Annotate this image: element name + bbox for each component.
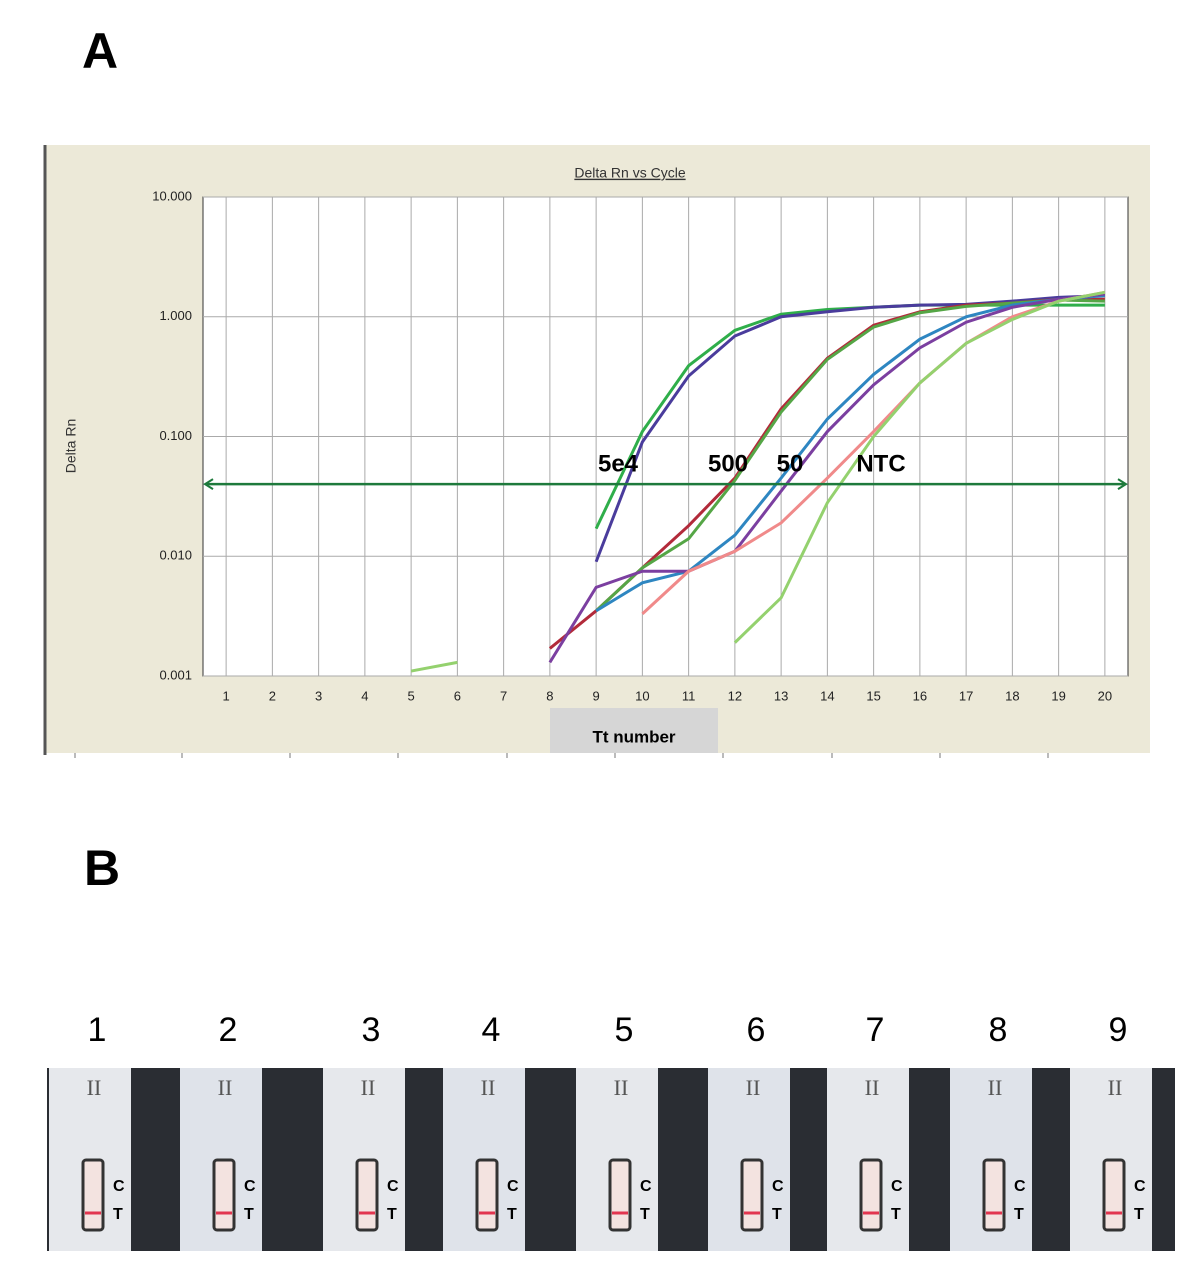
x-tick-label: 3 <box>315 688 322 703</box>
x-tick-label: 14 <box>820 688 834 703</box>
strip-window <box>608 1158 632 1232</box>
strip-c: C <box>640 1178 652 1195</box>
strip-t: T <box>244 1206 254 1223</box>
strip-mark: II <box>614 1075 629 1100</box>
y-tick-label: 0.100 <box>159 428 192 443</box>
series-line <box>641 290 1106 616</box>
x-tick-label: 8 <box>546 688 553 703</box>
strip-window <box>740 1158 764 1232</box>
strip-c: C <box>113 1178 125 1195</box>
strip-mark: II <box>481 1075 496 1100</box>
series-line <box>410 290 1106 673</box>
strip-mark: II <box>988 1075 1003 1100</box>
x-tick-label: 10 <box>635 688 649 703</box>
x-tick-label: 18 <box>1005 688 1019 703</box>
x-tick-label: 1 <box>223 688 230 703</box>
strip-mark: II <box>87 1075 102 1100</box>
strip-number: 7 <box>866 1011 885 1049</box>
strip-t: T <box>507 1206 517 1223</box>
strip-c: C <box>507 1178 519 1195</box>
y-axis-label: Delta Rn <box>63 419 79 473</box>
strip-number: 6 <box>747 1011 766 1049</box>
x-tick-label: 13 <box>774 688 788 703</box>
x-tick-label: 11 <box>682 688 696 703</box>
strip-window <box>355 1158 379 1232</box>
x-tick-label: 6 <box>454 688 461 703</box>
chart-title: Delta Rn vs Cycle <box>574 165 685 181</box>
strip-mark: II <box>361 1075 376 1100</box>
threshold-arrow <box>1117 478 1128 491</box>
y-tick-label: 0.010 <box>159 548 192 563</box>
strip-t: T <box>640 1206 650 1223</box>
strip-number: 4 <box>482 1011 501 1049</box>
strip-t: T <box>891 1206 901 1223</box>
strip-number: 9 <box>1109 1011 1128 1049</box>
strip-t: T <box>1134 1206 1144 1223</box>
strip-c: C <box>891 1178 903 1195</box>
strips: 1IICT2IICT3IICT4IICT5IICT6IICT7IICT8IICT… <box>49 1011 1152 1251</box>
y-tick-label: 10.000 <box>152 188 192 203</box>
panel-label: A <box>82 23 118 79</box>
strip-mark: II <box>865 1075 880 1100</box>
annotation: NTC <box>856 450 905 477</box>
x-tick-label: 9 <box>593 688 600 703</box>
strip-number: 2 <box>219 1011 238 1049</box>
x-tick-label: 7 <box>500 688 507 703</box>
x-tick-label: 17 <box>959 688 973 703</box>
strip-c: C <box>772 1178 784 1195</box>
strip-mark: II <box>746 1075 761 1100</box>
strip-number: 1 <box>88 1011 107 1049</box>
strip-c: C <box>244 1178 256 1195</box>
series-line <box>595 298 1105 612</box>
strip-number: 3 <box>362 1011 381 1049</box>
strip-c: C <box>1134 1178 1146 1195</box>
strip-t: T <box>387 1206 397 1223</box>
x-tick-label: 16 <box>913 688 927 703</box>
series-line <box>595 294 1105 613</box>
strip-window <box>859 1158 883 1232</box>
x-tick-label: 19 <box>1051 688 1065 703</box>
strip-number: 8 <box>989 1011 1008 1049</box>
strip-window <box>81 1158 105 1232</box>
panel-label: B <box>84 840 120 896</box>
strip-t: T <box>772 1206 782 1223</box>
strip-window <box>1102 1158 1126 1232</box>
strip-mark: II <box>1108 1075 1123 1100</box>
strip-c: C <box>1014 1178 1026 1195</box>
strip-c: C <box>387 1178 399 1195</box>
xlabel-box <box>550 708 718 753</box>
annotation: 50 <box>777 450 804 477</box>
x-tick-label: 12 <box>728 688 742 703</box>
x-axis-label: Tt number <box>592 727 675 746</box>
x-tick-label: 5 <box>408 688 415 703</box>
strip-t: T <box>1014 1206 1024 1223</box>
strip-window <box>475 1158 499 1232</box>
y-tick-label: 1.000 <box>159 308 192 323</box>
x-tick-label: 15 <box>866 688 880 703</box>
y-tick-label: 0.001 <box>159 667 192 682</box>
x-tick-label: 4 <box>361 688 368 703</box>
strip-number: 5 <box>615 1011 634 1049</box>
series-line <box>548 292 1106 664</box>
strip-window <box>982 1158 1006 1232</box>
strip-t: T <box>113 1206 123 1223</box>
threshold-arrow <box>203 478 214 491</box>
strip-mark: II <box>218 1075 233 1100</box>
x-tick-label: 20 <box>1098 688 1112 703</box>
annotation: 500 <box>708 450 748 477</box>
strip-window <box>212 1158 236 1232</box>
x-tick-label: 2 <box>269 688 276 703</box>
annotation: 5e4 <box>598 450 639 477</box>
series-line <box>594 294 1105 563</box>
